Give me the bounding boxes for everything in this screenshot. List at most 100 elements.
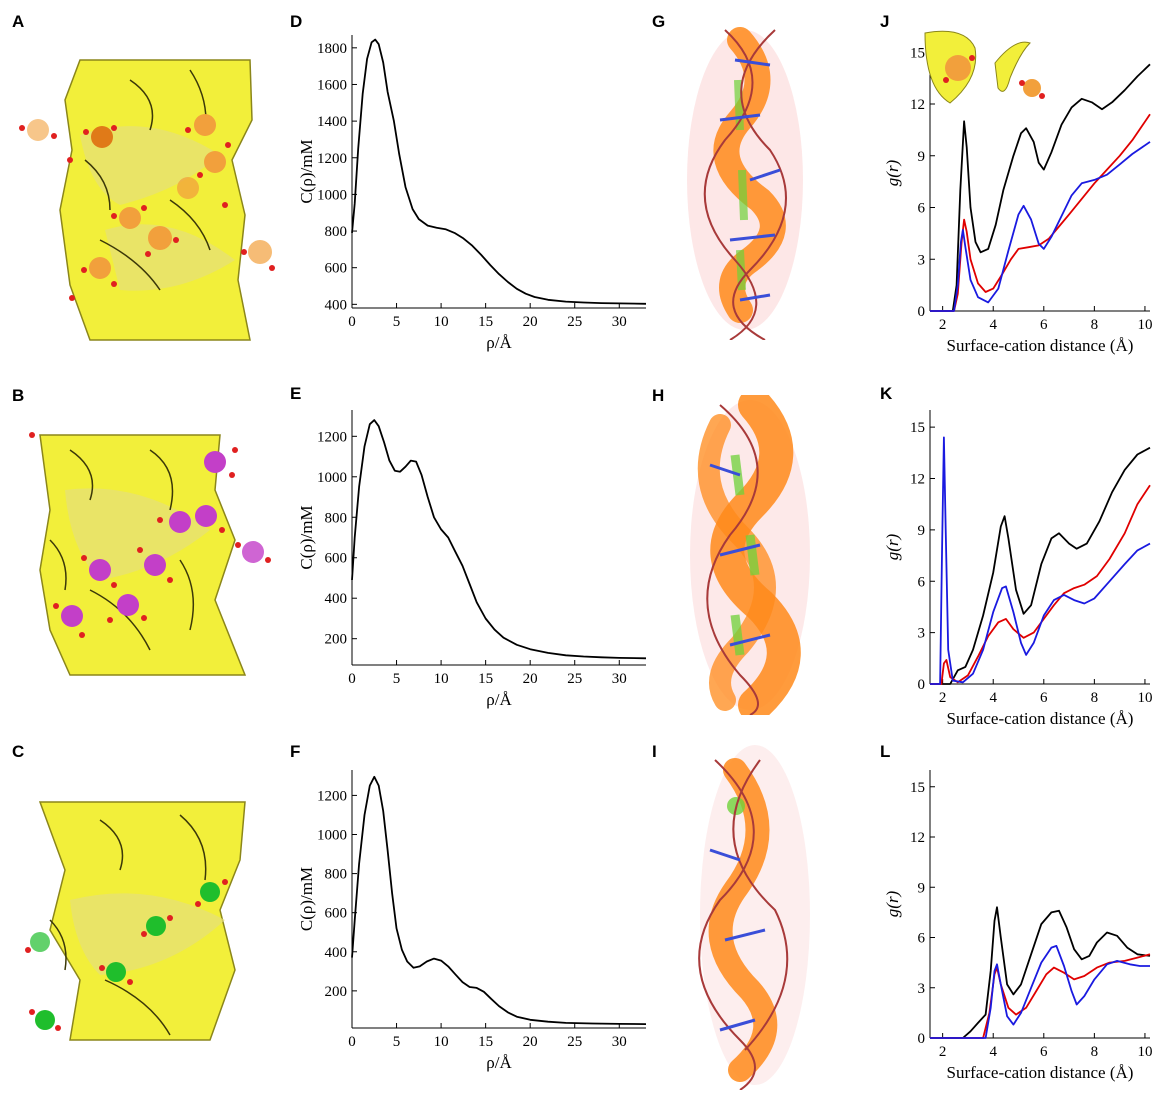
x-tick-label: 25 <box>567 1034 582 1050</box>
x-tick-label: 6 <box>1040 1044 1048 1060</box>
x-tick-label: 15 <box>478 671 493 687</box>
y-tick-label: 1200 <box>317 429 347 445</box>
density-isosurface <box>710 395 801 715</box>
y-tick-label: 3 <box>918 252 926 268</box>
panel-label-d: D <box>290 12 303 31</box>
y-tick-label: 15 <box>910 420 925 436</box>
chart-d: 0 5 10 15 20 25 30 400 600 800 1000 1200 1400 1600 180… <box>297 35 647 352</box>
hydrated-mg-ions <box>61 451 264 627</box>
y-axis-label: g(r) <box>883 159 902 186</box>
x-tick-label: 4 <box>989 317 997 333</box>
y-axis-label: C(ρ)/mM <box>297 505 316 569</box>
panel-label-b: B <box>12 386 25 405</box>
y-tick-label: 12 <box>910 97 925 113</box>
panel-label-c: C <box>12 742 25 761</box>
chart-k: 2 4 6 8 10 0 3 6 9 12 15 Surface-cation distance (Å… <box>883 410 1152 728</box>
y-tick-label: 3 <box>918 981 926 997</box>
x-tick-label: 25 <box>567 314 582 330</box>
x-tick-label: 15 <box>478 314 493 330</box>
x-tick-label: 10 <box>1137 1044 1152 1060</box>
x-tick-label: 5 <box>393 1034 401 1050</box>
x-tick-label: 8 <box>1091 317 1099 333</box>
x-axis-label: ρ/Å <box>486 690 512 709</box>
surface-render-c <box>25 801 246 1041</box>
y-tick-label: 600 <box>325 261 348 277</box>
x-tick-label: 0 <box>348 1034 356 1050</box>
y-tick-label: 400 <box>325 297 348 313</box>
series-line-black <box>351 419 647 660</box>
density-render-h <box>690 395 810 715</box>
x-axis-label: Surface-cation distance (Å) <box>947 1063 1134 1082</box>
y-tick-label: 200 <box>325 984 348 1000</box>
x-tick-label: 8 <box>1091 1044 1099 1060</box>
x-tick-label: 2 <box>939 1044 947 1060</box>
dna-backbone <box>732 759 789 1051</box>
y-tick-label: 800 <box>325 224 348 240</box>
series-line-red <box>930 113 1151 312</box>
y-axis-label: g(r) <box>883 890 902 917</box>
x-tick-label: 10 <box>1137 690 1152 706</box>
x-tick-label: 4 <box>989 690 997 706</box>
y-tick-label: 9 <box>918 523 926 539</box>
series-line-blue <box>930 945 1150 1039</box>
surface-render-b <box>29 432 271 676</box>
y-tick-label: 12 <box>910 472 925 488</box>
y-tick-label: 1000 <box>317 828 347 844</box>
dna-bases <box>709 848 766 1032</box>
y-tick-label: 200 <box>325 632 348 648</box>
series-line-black <box>930 63 1151 312</box>
y-tick-label: 0 <box>918 1031 926 1047</box>
y-tick-label: 0 <box>918 677 926 693</box>
x-tick-label: 25 <box>567 671 582 687</box>
x-axis-label: ρ/Å <box>486 333 512 352</box>
y-tick-label: 1000 <box>317 470 347 486</box>
x-tick-label: 0 <box>348 314 356 330</box>
y-tick-label: 15 <box>910 45 925 61</box>
y-tick-label: 800 <box>325 867 348 883</box>
y-tick-label: 9 <box>918 880 926 896</box>
panel-label-k: K <box>880 384 893 403</box>
inset-cation-images <box>924 30 1045 104</box>
x-tick-label: 30 <box>612 671 627 687</box>
x-tick-label: 8 <box>1091 690 1099 706</box>
groove-shadow <box>70 893 225 975</box>
x-axis-label: ρ/Å <box>486 1053 512 1072</box>
x-tick-label: 30 <box>612 314 627 330</box>
density-isosurface <box>708 758 778 1082</box>
panel-label-i: I <box>652 742 657 761</box>
y-tick-label: 6 <box>918 931 926 947</box>
y-tick-label: 400 <box>325 945 348 961</box>
water-molecules <box>29 432 271 638</box>
density-isosurface <box>697 414 776 711</box>
density-render-g <box>687 27 803 340</box>
chart-j: 2 4 6 8 10 0 3 6 9 12 15 Surface-cation distance (Å… <box>883 35 1152 355</box>
y-tick-label: 9 <box>918 149 926 165</box>
series-line-black <box>351 38 647 305</box>
x-tick-label: 6 <box>1040 317 1048 333</box>
surface-render-a <box>19 59 275 341</box>
x-tick-label: 10 <box>434 1034 449 1050</box>
dna-backbone <box>732 29 787 340</box>
panel-label-h: H <box>652 386 665 405</box>
y-tick-label: 3 <box>918 626 926 642</box>
chart-e: 0 5 10 15 20 25 30 200 400 600 800 1000 1200 ρ/Å C(ρ)/… <box>297 410 647 709</box>
y-tick-label: 6 <box>918 574 926 590</box>
x-tick-label: 5 <box>393 314 401 330</box>
y-tick-label: 600 <box>325 551 348 567</box>
x-axis-label: Surface-cation distance (Å) <box>947 709 1134 728</box>
x-tick-label: 2 <box>939 690 947 706</box>
x-tick-label: 15 <box>478 1034 493 1050</box>
groove-shadow <box>80 126 220 205</box>
x-tick-label: 10 <box>1137 317 1152 333</box>
y-axis-label: g(r) <box>883 533 902 560</box>
y-tick-label: 1600 <box>317 77 347 93</box>
x-tick-label: 6 <box>1040 690 1048 706</box>
panel-label-g: G <box>652 12 666 31</box>
y-tick-label: 6 <box>918 201 926 217</box>
chart-f: 0 5 10 15 20 25 30 200 400 600 800 1000 1200 ρ/Å C(ρ)/… <box>297 770 647 1072</box>
density-render-i <box>698 745 810 1090</box>
x-tick-label: 10 <box>434 671 449 687</box>
y-tick-label: 0 <box>918 304 926 320</box>
y-tick-label: 1200 <box>317 151 347 167</box>
dna-backbone <box>698 759 756 1090</box>
